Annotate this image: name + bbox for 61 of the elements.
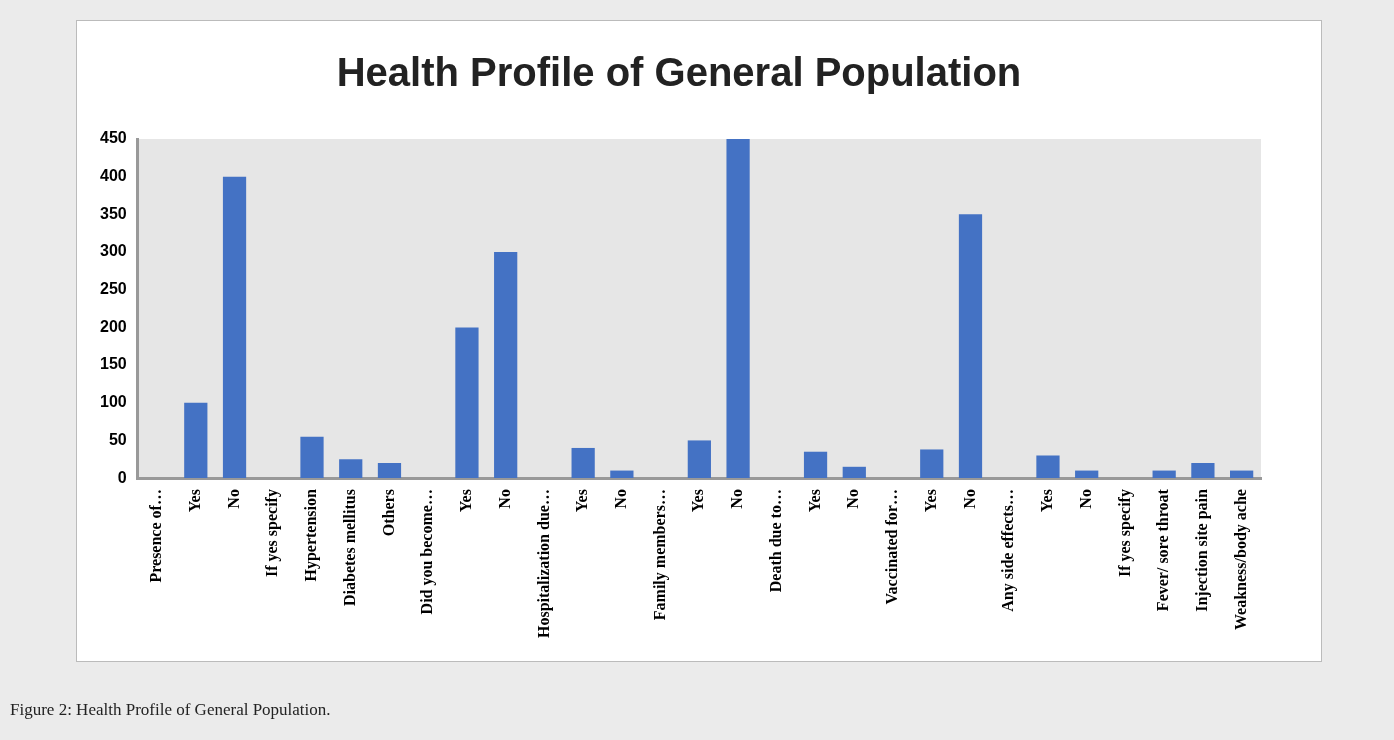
x-tick-label: Any side effects… <box>999 489 1018 612</box>
y-tick-label: 0 <box>117 468 127 486</box>
bar <box>610 470 634 479</box>
bar <box>803 451 828 479</box>
bar <box>920 449 944 479</box>
bar <box>687 440 711 479</box>
bar <box>1036 455 1060 479</box>
x-tick-label: Yes <box>457 489 475 513</box>
bar <box>222 176 247 479</box>
bar <box>300 436 324 479</box>
chart-title: Health Profile of General Population <box>336 50 1022 95</box>
bar <box>1075 470 1099 479</box>
y-tick-label: 450 <box>99 129 127 147</box>
x-tick-label: Yes <box>185 489 203 513</box>
x-tick-label: Yes <box>921 489 939 513</box>
y-tick-label: 200 <box>99 317 127 335</box>
bar <box>377 463 402 479</box>
x-tick-label: If yes specify <box>1115 489 1134 578</box>
y-tick-label: 300 <box>99 242 127 260</box>
x-tick-label: No <box>224 489 242 509</box>
x-tick-label: Injection site pain <box>1193 488 1212 612</box>
x-tick-label: Fever/ sore throat <box>1154 488 1172 612</box>
x-tick-label: No <box>612 489 630 509</box>
x-tick-label: Yes <box>689 489 707 513</box>
bar <box>1230 470 1254 479</box>
bar <box>571 447 595 479</box>
x-tick-label: Vaccinated for… <box>883 489 901 605</box>
x-tick-label: If yes specify <box>263 489 282 578</box>
y-tick-label: 150 <box>99 355 127 373</box>
x-tick-label: No <box>495 489 513 509</box>
x-tick-label: Weakness/body ache <box>1231 489 1250 631</box>
x-tick-label: No <box>1076 489 1094 509</box>
y-tick-label: 400 <box>99 167 127 185</box>
bar <box>494 252 518 479</box>
y-tick-label: 250 <box>99 280 127 298</box>
x-tick-label: No <box>844 489 862 509</box>
bar <box>958 214 983 479</box>
x-tick-label: Death due to… <box>766 489 784 593</box>
bar <box>339 459 363 479</box>
bar <box>1191 463 1215 479</box>
y-tick-label: 50 <box>108 430 127 448</box>
caption: Figure 2: Health Profile of General Population. <box>10 700 331 720</box>
bar <box>726 139 750 479</box>
y-tick-label: 100 <box>99 393 127 411</box>
x-tick-label: Did you become… <box>418 489 437 615</box>
x-tick-label: Diabetes mellitus <box>340 489 358 606</box>
x-tick-label: Yes <box>805 489 823 513</box>
bar <box>1152 470 1176 479</box>
x-tick-label: No <box>960 489 978 509</box>
x-tick-label: Others <box>379 489 397 537</box>
x-tick-label: Presence of… <box>147 489 165 583</box>
x-tick-label: Hospitalization due… <box>534 489 553 638</box>
bar <box>184 402 208 479</box>
bar <box>842 466 866 479</box>
x-tick-label: Yes <box>573 489 591 513</box>
x-tick-label: Hypertension <box>302 489 321 582</box>
y-tick-label: 350 <box>99 204 127 222</box>
bar <box>455 327 479 479</box>
x-tick-label: No <box>728 489 746 509</box>
x-tick-label: Yes <box>1038 489 1056 513</box>
x-tick-label: Family members… <box>650 489 669 621</box>
